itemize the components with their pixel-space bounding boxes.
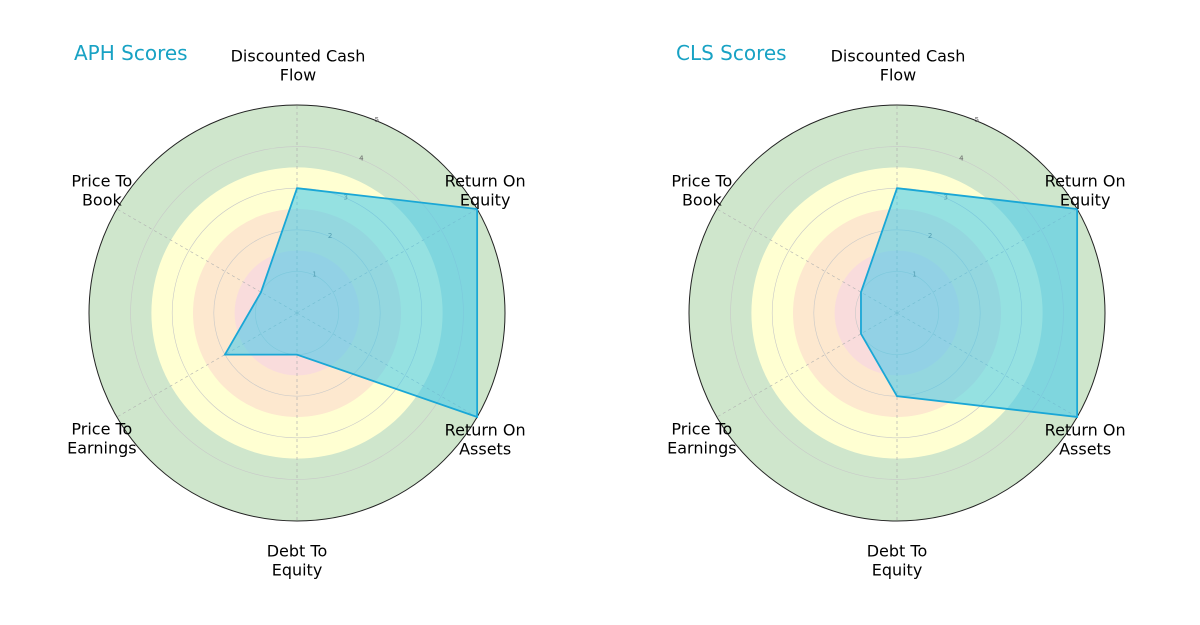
score-polygon — [223, 187, 479, 419]
axis-label: Return On Assets — [1045, 421, 1126, 459]
spoke-line — [116, 312, 298, 418]
axis-label: Price To Book — [71, 172, 132, 210]
axis-label: Price To Earnings — [67, 420, 136, 458]
axis-label: Return On Assets — [445, 421, 526, 459]
radial-tick-label: 5 — [375, 116, 379, 124]
chart-title: APH Scores — [74, 41, 188, 65]
radial-tick-label: 5 — [975, 116, 979, 124]
radial-tick-label: 4 — [359, 155, 364, 163]
axis-label: Return On Equity — [445, 172, 526, 210]
radial-tick-label: 4 — [959, 155, 964, 163]
axis-label: Price To Earnings — [667, 420, 736, 458]
axis-label: Return On Equity — [1045, 172, 1126, 210]
score-polygon — [860, 187, 1079, 419]
axis-label: Price To Book — [671, 172, 732, 210]
chart-title: CLS Scores — [676, 41, 787, 65]
axis-label: Discounted Cash Flow — [231, 47, 366, 85]
axis-label: Debt To Equity — [267, 542, 328, 580]
spoke-line — [716, 208, 898, 314]
axis-label: Discounted Cash Flow — [831, 47, 966, 85]
spoke-line — [716, 312, 898, 418]
spoke-line — [116, 208, 298, 314]
grid-ring-5 — [688, 104, 1106, 522]
axis-label: Debt To Equity — [867, 542, 928, 580]
grid-ring-5 — [88, 104, 506, 522]
